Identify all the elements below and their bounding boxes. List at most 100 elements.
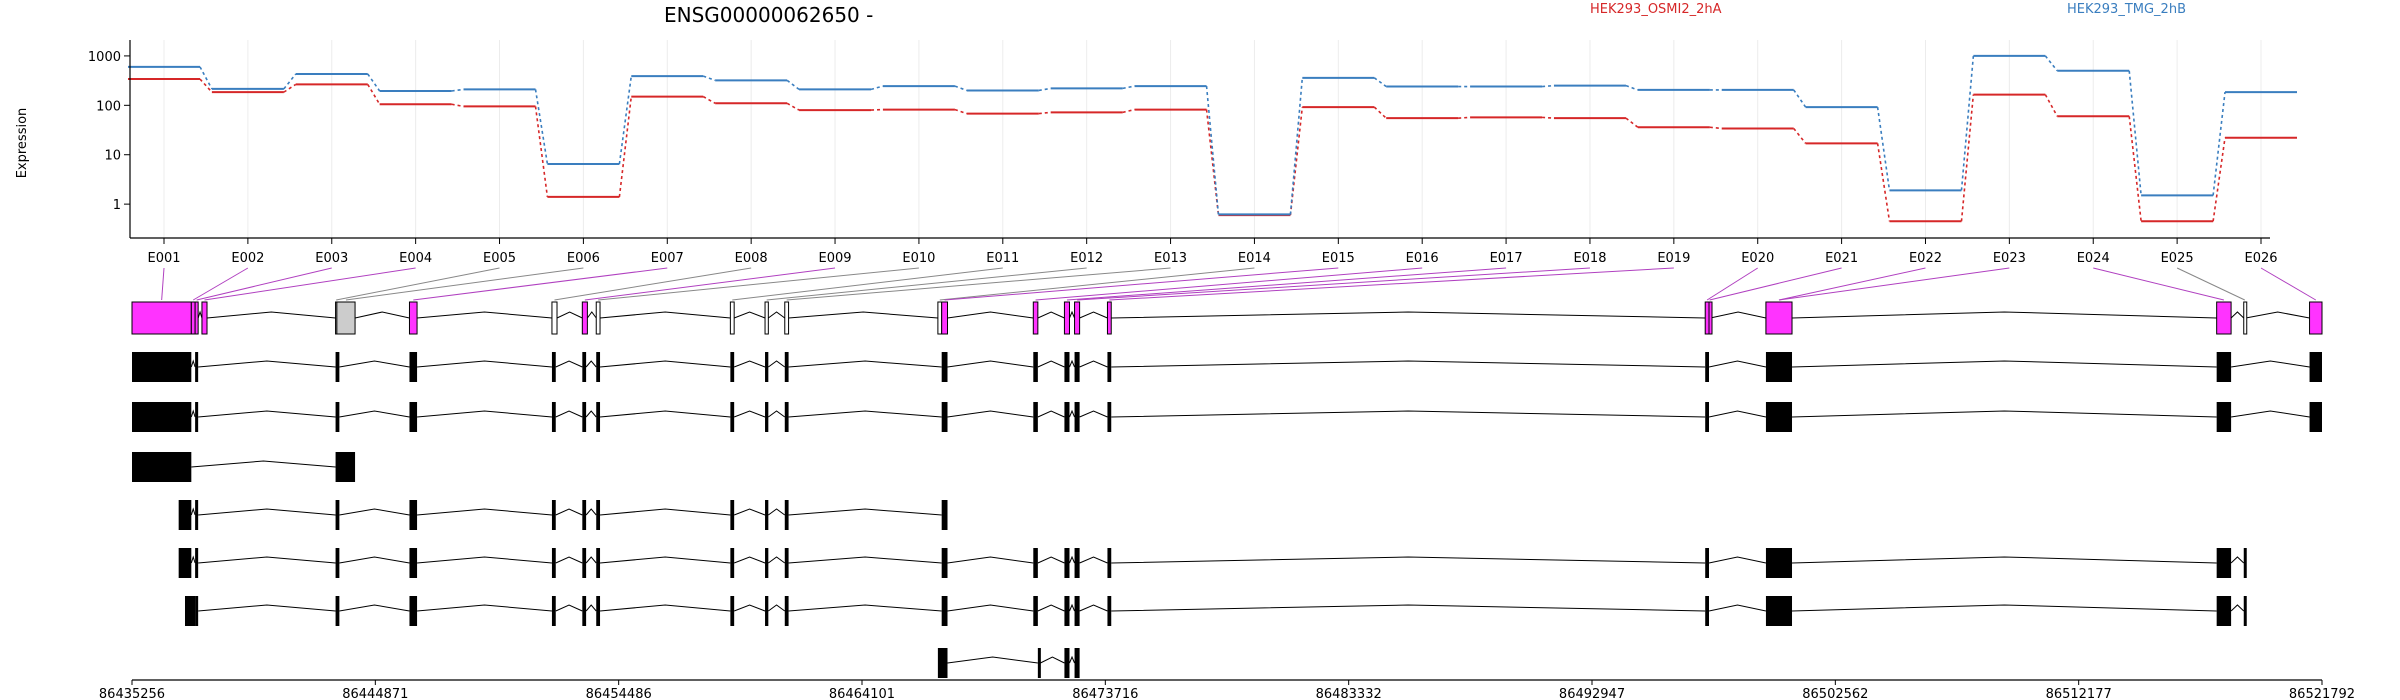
transcript-exon [1033, 596, 1038, 626]
exon-connector-E005 [336, 267, 500, 301]
transcript-intron [555, 410, 583, 418]
transcript-exon [1064, 548, 1070, 578]
gene-intron [556, 311, 583, 319]
transcript-exon [765, 500, 769, 530]
gene-exon-E004 [201, 301, 208, 335]
exon-connector-E011 [732, 267, 1003, 301]
transcript-intron [198, 556, 336, 564]
transcript-intron [191, 460, 336, 468]
transcript-intron [2231, 410, 2310, 418]
transcript-exon [1765, 402, 1793, 432]
transcript-exon [941, 402, 948, 432]
transcript-exon [195, 402, 199, 432]
gene-intron [1069, 310, 1076, 319]
transcript-intron [2230, 604, 2245, 612]
transcript-intron [1111, 360, 1706, 368]
transcript-exon [551, 500, 556, 530]
exon-connector-E002 [192, 267, 249, 301]
transcript-exon [784, 596, 789, 626]
transcript-exon [551, 548, 556, 578]
transcript-exon [132, 352, 192, 382]
gene-exon-E003 [194, 301, 199, 335]
transcript-exon [765, 548, 769, 578]
transcript-intron [768, 556, 786, 564]
transcript-intron [788, 556, 942, 564]
transcript-exon [1074, 548, 1080, 578]
x-tick-label: E021 [1825, 251, 1858, 266]
transcript-exon [1705, 548, 1710, 578]
series-connector [451, 103, 464, 108]
plot-axes: 1 10 100 1000 E001 E002 E003 E004 E005 E006 E007 E0… [88, 40, 2278, 266]
transcript-intron [1040, 656, 1065, 664]
y-tick-label: 10 [104, 149, 121, 164]
y-tick-label: 100 [96, 99, 121, 114]
gene-intron [354, 311, 410, 319]
transcript-intron [599, 360, 731, 368]
exon-connector-E016 [1035, 267, 1423, 301]
series-connector [1793, 89, 1807, 108]
transcript-intron [417, 604, 552, 612]
genome-tick-label: 86435256 [99, 687, 165, 700]
transcript-intron [599, 556, 731, 564]
transcript-exon [2309, 402, 2322, 432]
transcript-intron [1069, 409, 1076, 418]
transcript-2 [132, 402, 2322, 432]
gene-exon-E012 [764, 301, 769, 335]
gene-intron [1079, 311, 1108, 319]
transcript-exon [409, 500, 418, 530]
x-tick-label: E006 [567, 251, 600, 266]
transcript-exon [1074, 596, 1080, 626]
transcript-exon [941, 352, 948, 382]
transcript-intron [339, 604, 410, 612]
series-connector [702, 95, 716, 104]
transcript-exon [2216, 548, 2232, 578]
exon-connector-E020 [1706, 267, 1758, 301]
transcript-intron [1037, 410, 1065, 418]
transcript-intron [198, 508, 336, 516]
transcript-intron [1069, 555, 1076, 564]
genome-tick-label: 86502562 [1802, 687, 1868, 700]
transcript-exon [941, 500, 948, 530]
transcript-intron [599, 508, 731, 516]
transcript-exon [596, 596, 601, 626]
transcript-exon [1107, 352, 1112, 382]
exon-connector-E026 [2260, 267, 2317, 301]
transcript-intron [1791, 410, 2217, 418]
transcript-exon [1107, 548, 1112, 578]
gene-exon-E025 [2243, 301, 2248, 335]
exon-connector-E010 [598, 267, 919, 301]
series-connector [534, 106, 549, 198]
transcript-intron [585, 360, 597, 368]
series-connector [1625, 117, 1639, 128]
y-tick-label: 1000 [88, 50, 121, 65]
x-tick-label: E001 [147, 251, 180, 266]
gene-intron [417, 311, 552, 319]
transcript-exon [1107, 402, 1112, 432]
exon-connector-E018 [1077, 267, 1590, 301]
transcript-intron [198, 410, 336, 418]
series-connector [1458, 116, 1471, 119]
transcript-exon [409, 352, 418, 382]
transcript-intron [190, 555, 196, 564]
transcript-exon [1064, 402, 1070, 432]
series-connector [1542, 116, 1555, 119]
transcript-exon [335, 452, 356, 482]
gene-exon-E010 [595, 301, 601, 335]
series-connector [703, 75, 716, 82]
transcript-intron [768, 508, 786, 516]
series-connector [1876, 106, 1891, 191]
transcript-intron [339, 410, 410, 418]
transcript-intron [733, 410, 766, 418]
legend-entry-tmg: HEK293_TMG_2hB [2067, 2, 2186, 17]
gene-intron [768, 311, 786, 319]
series-connector [786, 102, 800, 111]
genome-tick-label: 86464101 [829, 687, 895, 700]
plot-gridlines [163, 40, 2262, 238]
series-connector [1038, 87, 1051, 92]
transcript-exon [765, 402, 769, 432]
gene-intron [1111, 311, 1706, 319]
transcript-intron [1791, 556, 2217, 564]
exon-connector-E012 [766, 267, 1087, 301]
series-connector [1122, 108, 1135, 114]
exon-connector-E004 [204, 267, 416, 301]
